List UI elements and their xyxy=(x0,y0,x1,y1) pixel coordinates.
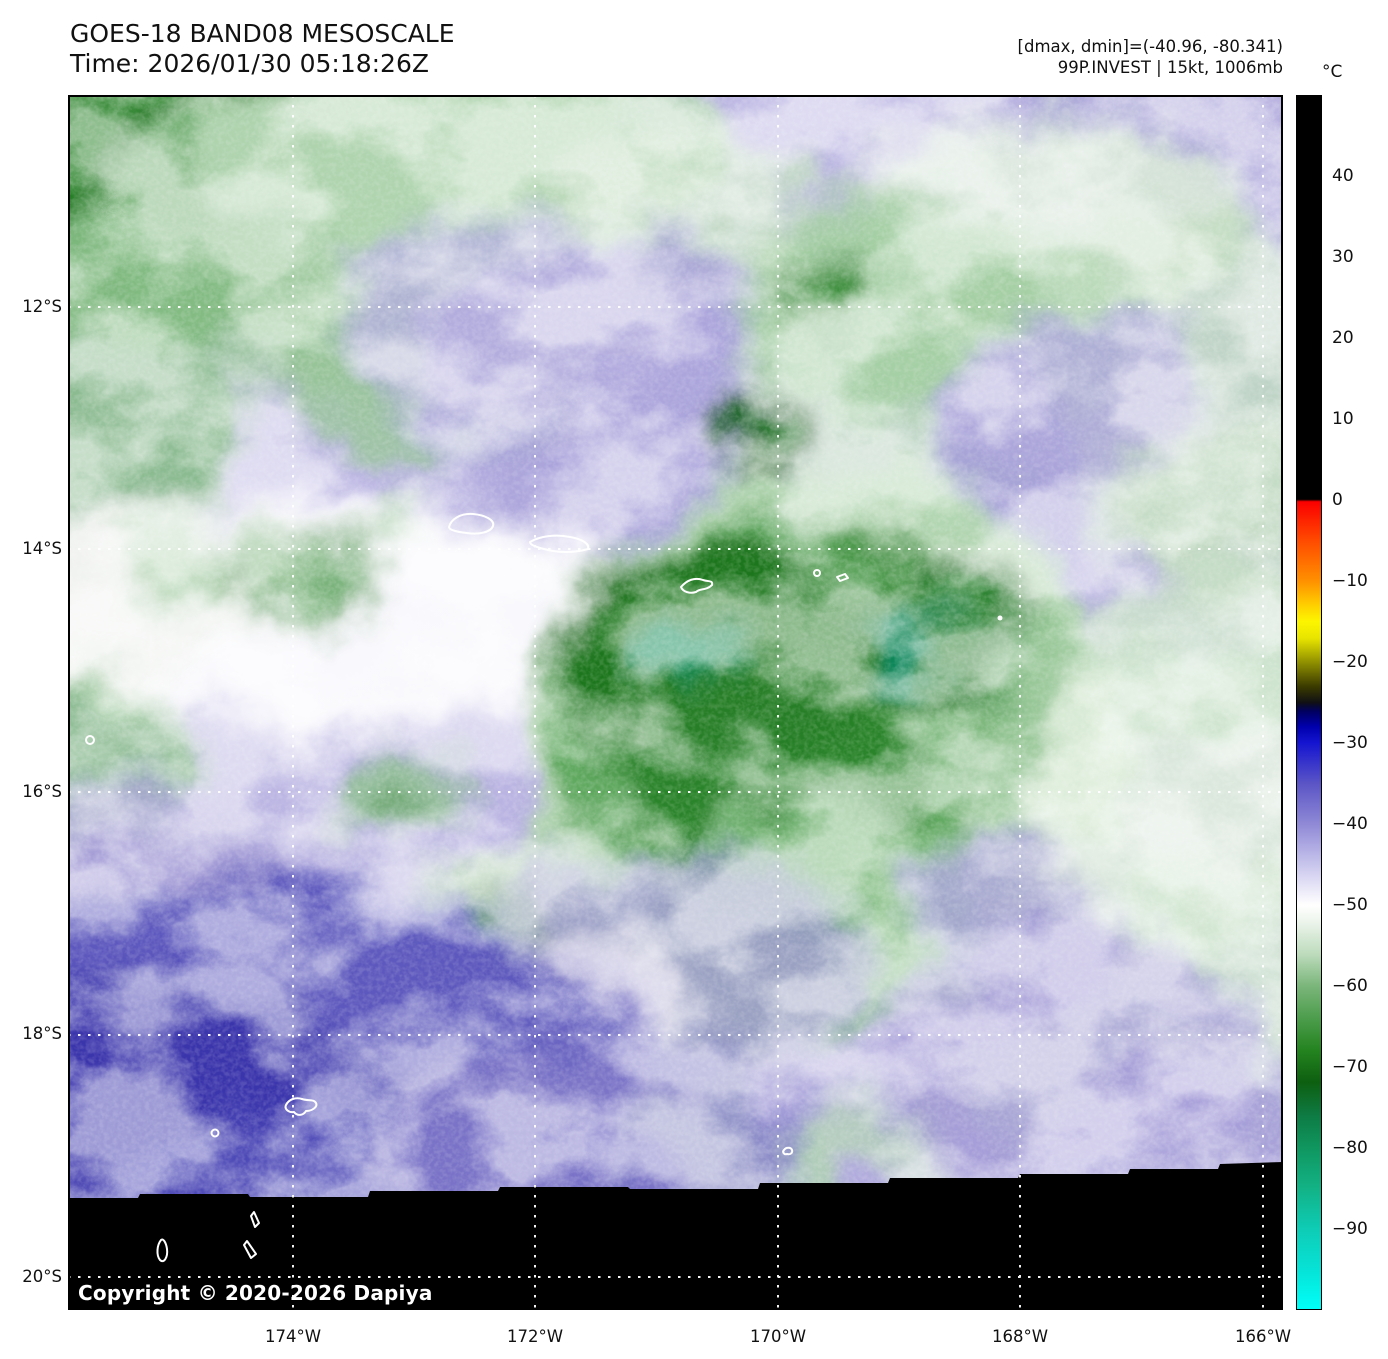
colorbar-tick-label: −30 xyxy=(1332,733,1368,753)
storm-readout: 99P.INVEST | 15kt, 1006mb xyxy=(1057,58,1283,77)
colorbar-tick-label: −20 xyxy=(1332,652,1368,672)
colorbar-tick-label: 20 xyxy=(1332,328,1354,348)
figure-title: GOES-18 BAND08 MESOSCALE xyxy=(70,19,455,48)
noise-grain-layer xyxy=(68,95,1283,1310)
lon-tick-label: 172°W xyxy=(506,1327,564,1346)
lon-tick-label: 166°W xyxy=(1234,1327,1292,1346)
colorbar-tick-label: −10 xyxy=(1332,571,1368,591)
colorbar-tick-label: −90 xyxy=(1332,1219,1368,1239)
colorbar-tick-label: 30 xyxy=(1332,247,1354,267)
colorbar-tick-label: 40 xyxy=(1332,166,1354,186)
figure-timestamp: Time: 2026/01/30 05:18:26Z xyxy=(70,49,429,78)
satellite-map xyxy=(68,95,1283,1310)
colorbar-tick-label: −50 xyxy=(1332,895,1368,915)
lat-tick-label: 20°S xyxy=(22,1267,62,1286)
colorbar-tick-label: −80 xyxy=(1332,1138,1368,1158)
colorbar-unit-label: °C xyxy=(1322,62,1343,82)
colorbar-tick-label: −70 xyxy=(1332,1057,1368,1077)
satellite-image xyxy=(68,95,1283,1310)
copyright-watermark: Copyright © 2020-2026 Dapiya xyxy=(78,1281,433,1305)
lat-tick-label: 16°S xyxy=(22,782,62,801)
graticule-layer xyxy=(68,95,1283,1310)
lon-tick-label: 168°W xyxy=(991,1327,1049,1346)
colorbar-tick-label: 0 xyxy=(1332,490,1343,510)
colorbar-tick-label: 10 xyxy=(1332,409,1354,429)
lon-tick-label: 170°W xyxy=(749,1327,807,1346)
lat-tick-label: 12°S xyxy=(22,297,62,316)
colorbar-tick-label: −60 xyxy=(1332,976,1368,996)
lat-tick-label: 18°S xyxy=(22,1024,62,1043)
readout-block: [dmax, dmin]=(-40.96, -80.341) 99P.INVES… xyxy=(1018,36,1283,78)
map-border xyxy=(68,95,1283,1310)
lon-tick-label: 174°W xyxy=(264,1327,322,1346)
colorbar-tick-label: −40 xyxy=(1332,814,1368,834)
dmax-dmin-readout: [dmax, dmin]=(-40.96, -80.341) xyxy=(1017,37,1283,56)
lat-tick-label: 14°S xyxy=(22,539,62,558)
colorbar-gradient xyxy=(1296,95,1322,1310)
scan-gap-region xyxy=(68,1162,1283,1310)
